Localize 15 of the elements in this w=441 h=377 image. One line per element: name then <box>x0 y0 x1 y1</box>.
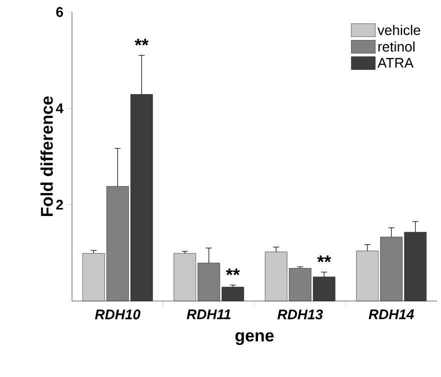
y-tick-label: 6 <box>56 7 63 17</box>
annotation: ** <box>226 268 240 276</box>
x-tick-label: RDH11 <box>186 310 230 320</box>
legend-label: ATRA <box>377 58 414 68</box>
x-tick-label: RDH10 <box>95 310 140 320</box>
legend-label: retinol <box>378 41 415 52</box>
y-tick-label: 2 <box>56 200 63 210</box>
legend-label: vehicle <box>378 24 420 36</box>
y-tick-label: 4 <box>56 104 64 114</box>
x-tick-label: RDH14 <box>368 310 414 320</box>
x-axis-title: gene <box>235 332 274 345</box>
x-tick-label: RDH13 <box>278 310 323 320</box>
y-axis-title: Fold difference <box>40 96 53 216</box>
annotation: ** <box>317 256 332 262</box>
annotation: ** <box>134 38 149 46</box>
